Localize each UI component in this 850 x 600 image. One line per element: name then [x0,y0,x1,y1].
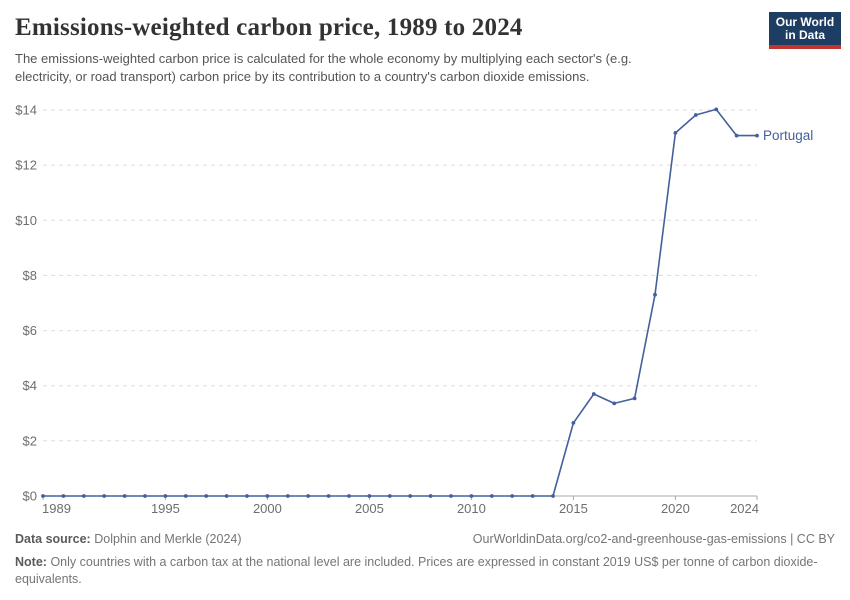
data-point[interactable] [408,494,413,498]
note-label: Note: [15,555,47,569]
data-point[interactable] [41,494,45,498]
data-source: Data source: Dolphin and Merkle (2024) [15,531,242,548]
entity-label-portugal[interactable]: Portugal [763,128,813,143]
series-line[interactable] [42,108,758,497]
data-point[interactable] [693,113,698,117]
owid-logo: Our World in Data [769,12,841,49]
data-point[interactable] [61,494,66,498]
x-tick-label: 2010 [457,501,486,516]
x-tick-label: 2015 [559,501,588,516]
note-text: Only countries with a carbon tax at the … [15,555,818,586]
data-point[interactable] [755,133,759,138]
data-point[interactable] [163,494,168,498]
y-tick-label: $8 [23,268,37,283]
data-point[interactable] [591,392,596,396]
chart-footer: Data source: Dolphin and Merkle (2024) O… [15,531,835,588]
data-source-value: Dolphin and Merkle (2024) [94,532,242,546]
x-tick-label: 2000 [253,501,282,516]
y-tick-label: $0 [23,489,37,504]
data-point[interactable] [489,494,494,498]
data-point[interactable] [367,494,372,498]
data-point[interactable] [571,421,576,425]
data-point[interactable] [102,494,107,498]
x-tick-label: 1989 [42,501,71,516]
data-point[interactable] [204,494,209,498]
owid-logo-line1: Our World [775,14,835,29]
x-tick-label: 1995 [151,501,180,516]
data-point[interactable] [469,494,474,498]
data-point[interactable] [714,107,719,112]
y-tick-label: $2 [23,433,37,448]
y-tick-label: $10 [15,213,37,228]
data-point[interactable] [224,494,229,498]
data-point[interactable] [530,494,535,498]
chart-note: Note: Only countries with a carbon tax a… [15,554,825,588]
data-point[interactable] [673,131,678,135]
chart-svg[interactable]: $0 $2 $4 $6 $8 $10 $12 $14 1989 1995 2000 2005 2010 2… [0,98,850,528]
data-point[interactable] [734,133,739,138]
data-point[interactable] [245,494,249,498]
y-tick-label: $12 [15,158,37,173]
chart-subtitle: The emissions-weighted carbon price is c… [15,51,632,84]
x-tick-label: 2024 [730,501,759,516]
data-point[interactable] [143,494,147,498]
data-point[interactable] [122,494,127,498]
data-point[interactable] [183,494,188,498]
series-portugal[interactable] [41,107,759,498]
data-point[interactable] [428,494,433,498]
data-point[interactable] [551,494,555,498]
data-point[interactable] [449,494,453,498]
data-source-label: Data source: [15,532,91,546]
y-tick-label: $14 [15,103,37,118]
data-point[interactable] [265,494,270,498]
data-point[interactable] [612,401,617,406]
attribution-link[interactable]: OurWorldinData.org/co2-and-greenhouse-ga… [472,532,835,546]
line-chart: $0 $2 $4 $6 $8 $10 $12 $14 1989 1995 2000 2005 2010 2… [0,98,850,528]
data-point[interactable] [510,494,515,498]
x-tick-label: 2005 [355,501,384,516]
owid-logo-line2: in Data [784,27,825,42]
chart-title: Emissions-weighted carbon price, 1989 to… [15,14,523,41]
data-point[interactable] [285,494,290,498]
data-point[interactable] [387,494,392,498]
y-tick-label: $6 [23,323,37,338]
data-point[interactable] [347,494,351,498]
data-point[interactable] [306,494,311,498]
data-point[interactable] [81,494,86,498]
data-point[interactable] [326,494,331,498]
x-tick-label: 2020 [661,501,690,516]
data-point[interactable] [653,292,657,297]
data-point[interactable] [632,396,637,401]
y-tick-label: $4 [23,378,37,393]
